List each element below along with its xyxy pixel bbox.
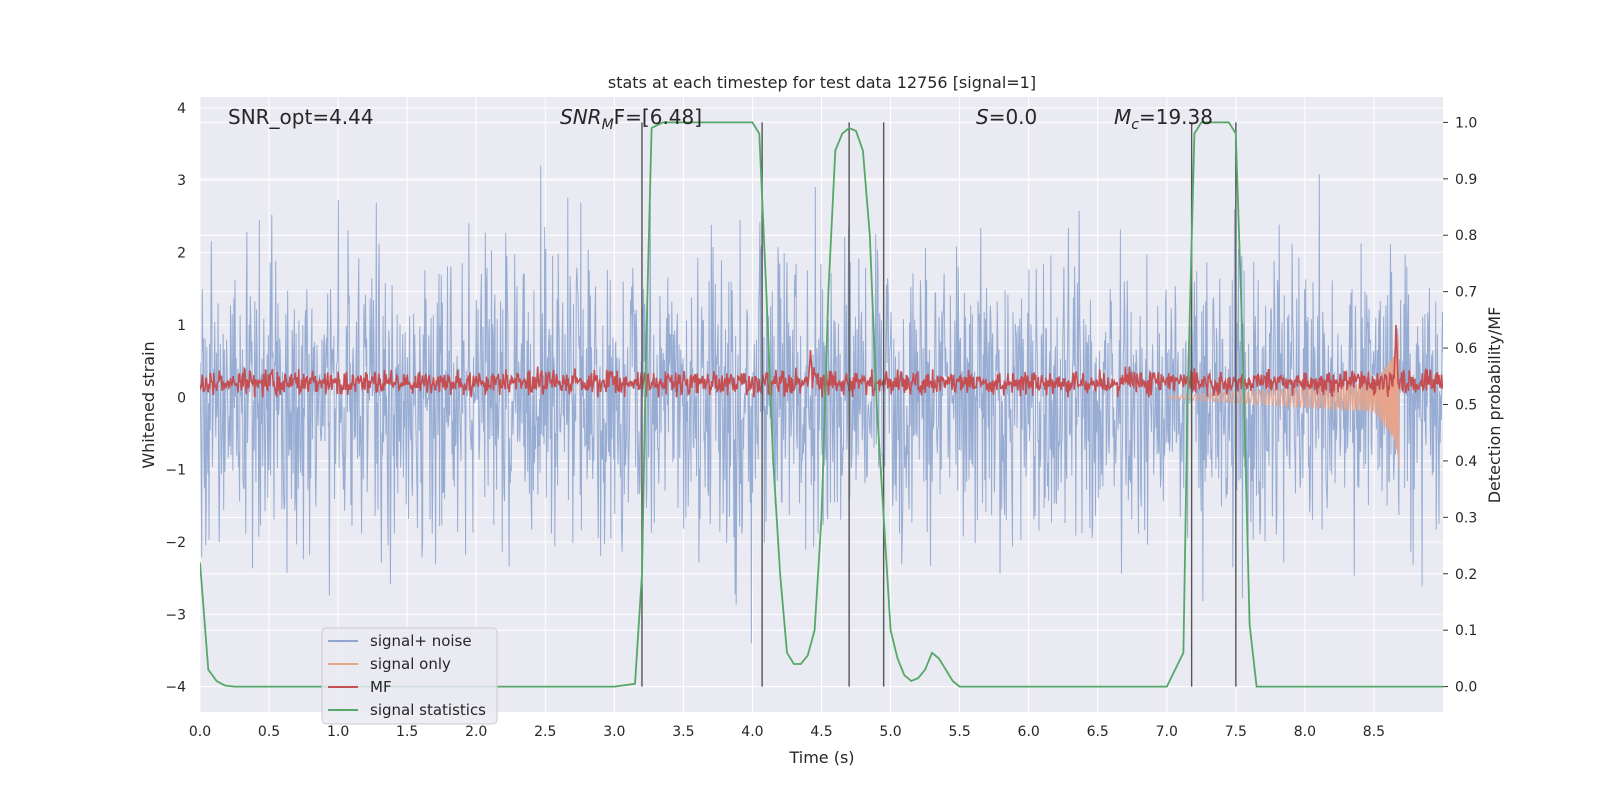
annotation-snr-opt: SNR_opt=4.44: [228, 105, 374, 129]
annotation-mc-sub: c: [1131, 117, 1139, 133]
legend-label-mf: MF: [370, 678, 392, 696]
y2-tick-label: 0.4: [1455, 454, 1477, 470]
x-tick-label: 8.0: [1294, 724, 1316, 740]
x-tick-label: 4.0: [741, 724, 763, 740]
y-axis-label: Whitened strain: [139, 341, 158, 468]
chart-title: stats at each timestep for test data 127…: [608, 73, 1036, 92]
y-tick-label: 0: [177, 390, 186, 406]
annotation-snr-mf-rest: F=[6.48]: [614, 105, 702, 129]
x-tick-label: 4.5: [810, 724, 832, 740]
x-tick-label: 2.0: [465, 724, 487, 740]
y-tick-label: −1: [165, 463, 186, 479]
annotation-s-rest: =0.0: [989, 105, 1038, 129]
annotation-mc-rest: =19.38: [1139, 105, 1213, 129]
x-tick-label: 5.0: [879, 724, 901, 740]
y-tick-label: 1: [177, 318, 186, 334]
annotation-snr-mf-sub: M: [602, 117, 614, 133]
y2-tick-label: 0.3: [1455, 510, 1477, 526]
axes: 0.0 0.5 1.0 1.5 2.0 2.5 3.0 3.5 4.0 4.5 5.0 5.5 6.0 6…: [165, 101, 1477, 740]
x-tick-label: 3.5: [672, 724, 694, 740]
y2-tick-label: 0.8: [1455, 228, 1477, 244]
y-tick-label: 2: [177, 246, 186, 262]
y2-tick-label: 1.0: [1455, 115, 1477, 131]
legend: signal+ noise signal only MF signal stat…: [321, 627, 498, 725]
x-tick-label: 8.5: [1363, 724, 1385, 740]
y-tick-label: −4: [165, 680, 186, 696]
x-tick-label: 6.0: [1018, 724, 1040, 740]
series-signal-statistics-line: [200, 121, 1443, 688]
legend-box: [321, 627, 498, 725]
x-tick-label: 0.5: [258, 724, 280, 740]
x-tick-label: 1.5: [396, 724, 418, 740]
x-axis-label: Time (s): [788, 748, 854, 767]
series-layer: [200, 121, 1443, 688]
legend-label-stats: signal statistics: [370, 701, 486, 719]
y2-tick-label: 0.5: [1455, 398, 1477, 414]
x-tick-label: 3.0: [603, 724, 625, 740]
y2-tick-label: 0.0: [1455, 680, 1477, 696]
y2-tick-label: 0.9: [1455, 172, 1477, 188]
x-tick-label: 0.0: [189, 724, 211, 740]
x-tick-label: 7.0: [1156, 724, 1178, 740]
annotation-snr-mf-main: SNR: [560, 105, 602, 129]
annotation-s: S=0.0: [976, 105, 1037, 129]
x-tick-label: 1.0: [327, 724, 349, 740]
x-tick-label: 2.5: [534, 724, 556, 740]
y2-tick-label: 0.7: [1455, 285, 1477, 301]
series-signal-only-line: [1166, 334, 1400, 469]
x-tick-label: 6.5: [1087, 724, 1109, 740]
y-tick-label: 4: [177, 101, 186, 117]
y2-tick-label: 0.6: [1455, 341, 1477, 357]
annotation-mc: Mc=19.38: [1114, 105, 1213, 133]
y2-tick-label: 0.1: [1455, 623, 1477, 639]
y-tick-label: −3: [165, 607, 186, 623]
annotation-snr-mf: SNRMF=[6.48]: [560, 105, 702, 133]
x-tick-label: 5.5: [948, 724, 970, 740]
legend-label-signal: signal only: [370, 655, 451, 673]
y-tick-label: −2: [165, 535, 186, 551]
annotation-s-main: S: [976, 105, 989, 129]
annotation-mc-main: M: [1114, 105, 1131, 129]
x-tick-label: 7.5: [1225, 724, 1247, 740]
y2-tick-label: 0.2: [1455, 567, 1477, 583]
y-tick-label: 3: [177, 173, 186, 189]
legend-label-noise: signal+ noise: [370, 632, 472, 650]
y2-axis-label: Detection probability/MF: [1485, 307, 1504, 504]
